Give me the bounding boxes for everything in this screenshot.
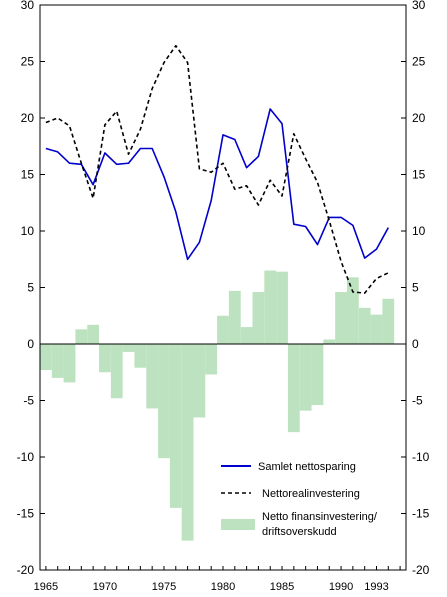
axes-layer: 30 30 25 25 20 20 15 15 10 10 5 5 0 0 -5 -5 -10 -10 -15 -15… [17, 0, 430, 593]
y-tick-label-left: 5 [27, 281, 34, 295]
bar [323, 339, 336, 344]
y-tick-label-left: 10 [21, 224, 35, 238]
series-line [45, 108, 390, 261]
bar [205, 344, 218, 375]
legend-label-netto-finans-line2: driftsoverskudd [262, 526, 337, 538]
bar [335, 292, 347, 344]
y-tick-label-left: -20 [17, 563, 35, 577]
bar [276, 271, 288, 344]
legend-label-nettorealinvestering: Nettorealinvestering [262, 488, 360, 500]
x-tick-label: 1980 [211, 581, 235, 593]
y-tick-label-right: -5 [412, 394, 423, 408]
y-tick-label-right: 15 [412, 168, 426, 182]
bar [358, 307, 371, 344]
y-tick-label-right: 5 [412, 281, 419, 295]
y-tick-label-left: 20 [21, 111, 35, 125]
x-tick-label: 1965 [34, 581, 58, 593]
x-tick-label: 1993 [364, 581, 388, 593]
bars-layer [40, 270, 395, 541]
y-tick-label-right: -10 [412, 450, 430, 464]
bar [110, 344, 123, 399]
bar [346, 277, 359, 344]
bar [252, 292, 265, 344]
bar [311, 344, 324, 406]
bar [134, 344, 147, 368]
bar [299, 344, 312, 411]
bar [51, 344, 64, 378]
legend-swatch-box [221, 519, 255, 530]
y-tick-label-right: 10 [412, 224, 426, 238]
bar [240, 327, 253, 344]
legend-label-netto-finans: Netto finansinvestering/ [262, 511, 378, 523]
bar [287, 344, 300, 433]
y-tick-label-left: 30 [21, 0, 35, 12]
x-tick-label: 1990 [329, 581, 353, 593]
y-tick-label-right: 25 [412, 55, 426, 69]
bar [193, 344, 206, 418]
x-tick-label: 1985 [270, 581, 294, 593]
y-tick-label-left: 15 [21, 168, 35, 182]
bar [217, 315, 229, 344]
bar [63, 344, 76, 383]
bar [75, 329, 88, 344]
legend-label-samlet: Samlet nettosparing [258, 461, 356, 473]
bar [181, 344, 194, 541]
y-tick-label-left: -15 [17, 507, 35, 521]
x-tick-label: 1970 [93, 581, 117, 593]
bar [87, 324, 100, 344]
bar [99, 344, 111, 373]
y-tick-label-left: -10 [17, 450, 35, 464]
bar [264, 270, 277, 344]
lines-layer [45, 44, 390, 294]
y-tick-label-left: -5 [23, 394, 34, 408]
bar [40, 344, 52, 370]
series-line [45, 44, 389, 294]
bar [228, 290, 241, 344]
y-tick-label-right: -15 [412, 507, 430, 521]
bar [382, 298, 395, 344]
bar [158, 344, 170, 459]
y-tick-label-right: -20 [412, 563, 430, 577]
y-tick-label-left: 25 [21, 55, 35, 69]
y-tick-label-right: 20 [412, 111, 426, 125]
x-tick-label: 1975 [152, 581, 176, 593]
legend: Samlet nettosparing Nettorealinvestering… [221, 461, 378, 538]
bar [169, 344, 182, 508]
bar [122, 344, 135, 352]
y-tick-label-right: 0 [412, 337, 419, 351]
bar [146, 344, 159, 409]
bar [370, 314, 383, 344]
y-tick-label-right: 30 [412, 0, 426, 12]
y-tick-label-left: 0 [27, 337, 34, 351]
